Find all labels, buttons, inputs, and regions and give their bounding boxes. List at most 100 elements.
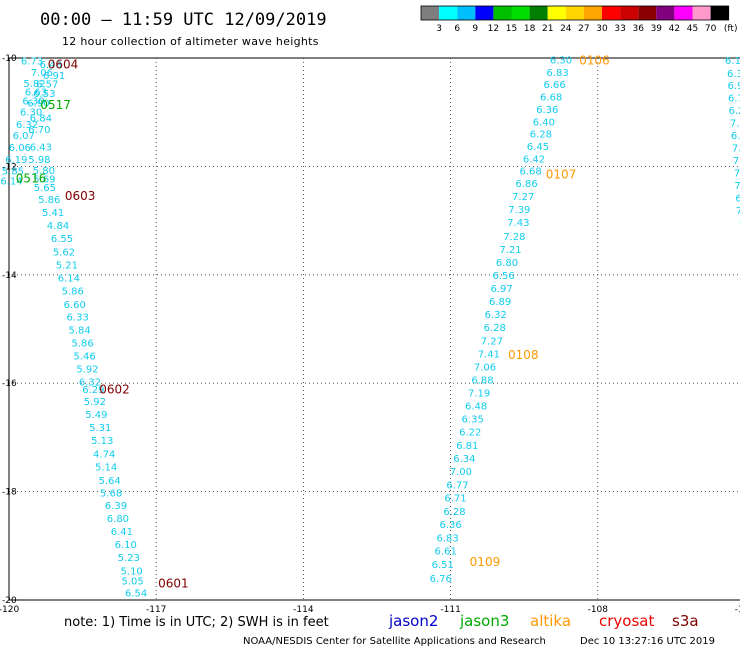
colorbar-tick-label: 42 <box>669 24 680 34</box>
y-tick-label: -10 <box>2 54 17 64</box>
colorbar-tick-label: 36 <box>632 24 644 34</box>
swh-value-s3a: 6.80 <box>107 514 129 525</box>
swh-value-altika: 6.42 <box>523 154 545 165</box>
data-points: 6.737.066.486.915.826.576.636.536.306.90… <box>0 56 740 600</box>
colorbar-swatch <box>475 6 494 20</box>
swh-value-s3a: 6.19 <box>5 155 27 166</box>
colorbar-swatch <box>602 6 621 20</box>
colorbar-tick-label: 45 <box>687 24 698 34</box>
colorbar-tick-label: 27 <box>578 24 589 34</box>
swh-value-s3a: 6.30 <box>20 108 42 119</box>
swh-value-s3a: 6.90 <box>27 98 49 109</box>
swh-value-s3a: 5.46 <box>73 352 95 363</box>
swh-value-altika: 6.28 <box>484 323 506 334</box>
swh-value-s3a: 5.82 <box>23 79 45 90</box>
swh-value-altika: 7.27 <box>481 336 503 347</box>
swh-value-cryosat: 6.26 <box>728 106 740 117</box>
colorbar-swatch <box>457 6 476 20</box>
swh-value-altika: 7.06 <box>474 362 496 373</box>
satellite-legend-s3a: s3a <box>672 612 699 630</box>
swh-value-cryosat: 7.06 <box>734 181 740 192</box>
x-tick-label: -105 <box>735 605 740 615</box>
swh-value-s3a: 5.85 <box>2 167 24 178</box>
gridlines <box>9 58 740 600</box>
swh-value-s3a: 6.07 <box>13 131 35 142</box>
swh-value-altika: 6.32 <box>485 310 507 321</box>
swh-value-s3a: 5.05 <box>122 576 144 587</box>
swh-value-s3a: 5.21 <box>56 261 78 272</box>
swh-value-s3a: 6.54 <box>125 588 147 599</box>
satellite-legend-altika: altika <box>530 612 571 630</box>
swh-value-altika: 6.30 <box>550 56 572 67</box>
colorbar-swatch <box>583 6 602 20</box>
swh-value-s3a: 5.49 <box>85 410 107 421</box>
swh-value-altika: 7.28 <box>503 232 525 243</box>
swh-value-s3a: 5.92 <box>76 365 98 376</box>
pass-label: 0517 <box>40 98 71 112</box>
swh-value-cryosat: 6.90 <box>727 81 740 92</box>
swh-value-s3a: 5.10 <box>121 567 143 578</box>
swh-value-s3a: 6.14 <box>58 274 80 285</box>
colorbar-tick-label: 70 <box>705 24 717 34</box>
plot-area: -120 -117 -114 -111 -108 -105 -10 -12 -14 -16 -18 -… <box>0 54 740 615</box>
swh-value-s3a: 6.43 <box>30 142 52 153</box>
colorbar-swatch <box>529 6 548 20</box>
y-tick-label: -18 <box>2 488 17 498</box>
swh-value-s3a: 4.84 <box>47 221 69 232</box>
swh-value-s3a: 6.30 <box>22 96 44 107</box>
swh-value-s3a: 5.64 <box>98 476 120 487</box>
swh-value-cryosat: 7.34 <box>733 156 740 167</box>
swh-value-altika: 6.28 <box>443 507 465 518</box>
swh-value-altika: 6.48 <box>465 401 487 412</box>
swh-value-s3a: 6.10 <box>115 540 137 551</box>
swh-value-s3a: 5.69 <box>33 174 55 185</box>
swh-value-s3a: 6.14 <box>0 176 22 187</box>
swh-value-s3a: 6.41 <box>111 527 133 538</box>
colorbar-tick-label: 21 <box>542 24 553 34</box>
y-tick-label: -12 <box>2 162 17 172</box>
swh-value-altika: 6.22 <box>459 427 481 438</box>
swh-value-altika: 6.80 <box>496 258 518 269</box>
swh-value-altika: 7.21 <box>499 245 521 256</box>
swh-value-altika: 6.89 <box>489 297 511 308</box>
swh-value-altika: 7.41 <box>478 349 500 360</box>
colorbar-tick-label: 39 <box>651 24 663 34</box>
pass-label: 0516 <box>16 171 47 185</box>
x-tick-label: -117 <box>146 605 166 615</box>
swh-value-cryosat: 7.18 <box>730 118 740 129</box>
swh-value-altika: 6.45 <box>527 142 549 153</box>
swh-value-cryosat: 7.06 <box>736 206 740 217</box>
swh-value-s3a: 6.06 <box>9 143 31 154</box>
colorbar-tick-label: 33 <box>614 24 625 34</box>
swh-value-cryosat: 7.20 <box>732 143 740 154</box>
swh-value-s3a: 5.23 <box>118 553 140 564</box>
plot-frame <box>8 57 740 601</box>
swh-value-s3a: 4.74 <box>93 450 115 461</box>
satellite-legend: jason2 jason3 altika cryosat s3a <box>388 612 699 630</box>
satellite-legend-cryosat: cryosat <box>599 612 654 630</box>
credit-timestamp: Dec 10 13:27:16 UTC 2019 <box>580 636 715 647</box>
x-tick-label: -114 <box>293 605 314 615</box>
colorbar-tick-label: 9 <box>472 24 478 34</box>
colorbar-swatch <box>493 6 512 20</box>
pass-label: 0109 <box>470 555 501 569</box>
colorbar-tick-label: 15 <box>506 24 517 34</box>
colorbar-tick-label: 12 <box>488 24 499 34</box>
swh-value-s3a: 5.92 <box>84 397 106 408</box>
swh-value-s3a: 5.86 <box>71 339 93 350</box>
y-tick-label: -14 <box>2 271 17 281</box>
chart-title: 00:00 – 11:59 UTC 12/09/2019 <box>40 10 327 30</box>
colorbar-tick-label: 3 <box>436 24 442 34</box>
chart-subtitle: 12 hour collection of altimeter wave hei… <box>62 35 319 48</box>
swh-value-s3a: 6.60 <box>64 300 86 311</box>
swh-value-altika: 6.56 <box>492 271 514 282</box>
swh-value-altika: 6.28 <box>530 129 552 140</box>
swh-value-s3a: 6.73 <box>21 57 43 68</box>
colorbar-unit-label: (ft) <box>724 24 738 34</box>
y-tick-label: -16 <box>2 379 17 389</box>
swh-value-s3a: 5.84 <box>69 326 91 337</box>
swh-value-cryosat: 6.39 <box>727 69 740 80</box>
swh-value-s3a: 5.31 <box>89 423 111 434</box>
pass-label: 0603 <box>65 189 96 203</box>
